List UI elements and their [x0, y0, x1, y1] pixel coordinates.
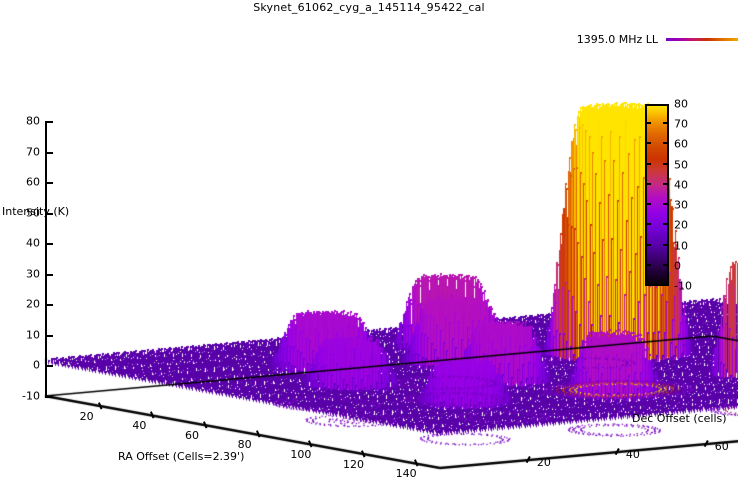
colorbar-tick-label: 40	[674, 178, 688, 192]
x-axis-title: RA Offset (Cells=2.39')	[118, 450, 245, 463]
colorbar	[645, 104, 669, 286]
z-axis-tick	[45, 121, 53, 123]
x-axis-tick-label: 40	[132, 419, 147, 433]
z-axis-tick	[45, 243, 53, 246]
z-axis-title: Intensity (K)	[2, 205, 70, 218]
y-axis-title: Dec Offset (cells)	[632, 412, 727, 425]
x-axis-tick-label: 80	[237, 438, 252, 452]
z-axis-line	[45, 121, 47, 396]
z-axis-tick-label: 50	[26, 206, 40, 220]
z-axis-tick	[45, 334, 53, 337]
z-axis-tick	[45, 365, 53, 368]
colorbar-tick-label: 80	[674, 97, 688, 111]
colorbar-tick-label: -10	[674, 279, 692, 293]
z-axis-tick	[45, 182, 53, 185]
z-axis-tick	[45, 304, 53, 307]
x-axis-tick-label: 100	[290, 448, 312, 461]
z-axis-tick	[45, 273, 53, 276]
colorbar-gradient	[645, 104, 669, 286]
colorbar-tick-label: 60	[674, 137, 688, 151]
x-axis-tick-label: 120	[343, 457, 364, 471]
z-axis-tick-label: 80	[26, 114, 40, 128]
z-axis-tick-label: 30	[26, 267, 40, 281]
z-axis-tick	[45, 396, 53, 398]
z-axis-tick-label: 60	[26, 175, 40, 189]
x-axis-tick-label: 60	[185, 428, 199, 442]
z-axis-tick-label: 20	[26, 297, 40, 311]
z-axis-tick-label: 40	[26, 236, 40, 250]
y-axis-tick-label: 60	[714, 440, 729, 453]
colorbar-tick-label: 20	[674, 218, 688, 232]
colorbar-tick-label: 10	[674, 239, 688, 253]
z-axis-tick-label: 0	[33, 358, 40, 372]
z-axis-tick-label: -10	[22, 389, 40, 403]
x-axis-tick-label: 20	[79, 409, 94, 423]
z-axis-tick	[45, 212, 53, 215]
z-axis-tick-label: 10	[26, 328, 40, 342]
y-axis-tick-label: 20	[536, 456, 551, 469]
colorbar-tick-label: 0	[674, 259, 681, 273]
y-axis-tick-label: 40	[625, 448, 640, 461]
x-axis-tick-label: 140	[395, 467, 417, 480]
colorbar-tick-label: 70	[674, 117, 688, 131]
z-axis-tick-label: 70	[26, 145, 40, 159]
z-axis-tick	[45, 151, 53, 154]
colorbar-tick-label: 50	[674, 158, 688, 172]
colorbar-tick-label: 30	[674, 198, 688, 212]
